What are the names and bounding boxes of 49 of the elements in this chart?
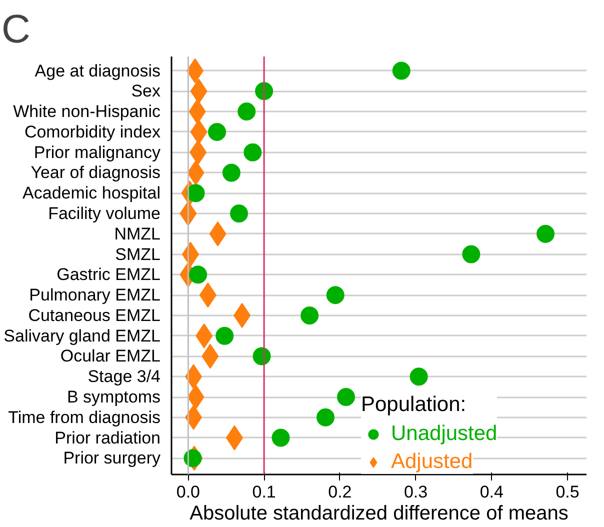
y-tick-label: Prior radiation [54, 428, 160, 448]
y-tick-label: White non-Hispanic [13, 102, 161, 122]
point [244, 143, 262, 162]
point [326, 286, 344, 304]
y-tick-label: Time from diagnosis [8, 408, 161, 427]
x-tick-label: 0.4 [480, 482, 504, 502]
point [189, 266, 208, 284]
y-tick-label: Sex [131, 82, 161, 101]
y-tick-label: B symptoms [66, 388, 161, 407]
point [184, 449, 202, 468]
point [222, 164, 240, 182]
y-tick-label: Age at diagnosis [34, 61, 161, 80]
point [208, 122, 226, 141]
point [316, 408, 335, 426]
y-tick-label: Stage 3/4 [88, 367, 160, 386]
x-tick-label: 0.3 [404, 482, 428, 502]
point [410, 368, 428, 386]
y-tick-label: Prior surgery [63, 448, 161, 468]
point [536, 224, 555, 243]
y-tick-label: Academic hospital [22, 184, 161, 203]
y-tick-label: Prior malignancy [34, 142, 161, 162]
y-tick-label: Comorbidity index [24, 122, 161, 142]
x-tick-label: 0.1 [252, 482, 276, 502]
point [300, 306, 319, 324]
y-tick-label: NMZL [114, 224, 161, 244]
y-tick-label: Gastric EMZL [56, 265, 161, 284]
point [238, 102, 256, 121]
point [230, 204, 248, 222]
y-tick-label: SMZL [115, 244, 161, 264]
legend-label: Unadjusted [391, 422, 498, 446]
point [216, 326, 234, 345]
legend-label: Adjusted [391, 450, 473, 474]
point [462, 245, 480, 264]
y-tick-label: Facility volume [48, 204, 161, 224]
point [272, 428, 290, 447]
y-tick-label: Cutaneous EMZL [28, 306, 161, 325]
point [186, 184, 205, 202]
point [336, 388, 355, 406]
legend-title: Population: [361, 393, 468, 417]
chart-title: C [2, 8, 30, 52]
y-tick-label: Ocular EMZL [60, 346, 161, 366]
x-tick-label: 0.5 [556, 482, 580, 502]
x-axis-title: Absolute standardized difference of means [190, 502, 568, 524]
x-tick-label: 0.0 [176, 482, 200, 502]
y-tick-label: Pulmonary EMZL [29, 286, 161, 305]
x-tick-label: 0.2 [328, 482, 352, 502]
y-tick-label: Year of diagnosis [30, 163, 161, 182]
point [392, 62, 410, 80]
y-tick-label: Salivary gland EMZL [4, 326, 160, 346]
